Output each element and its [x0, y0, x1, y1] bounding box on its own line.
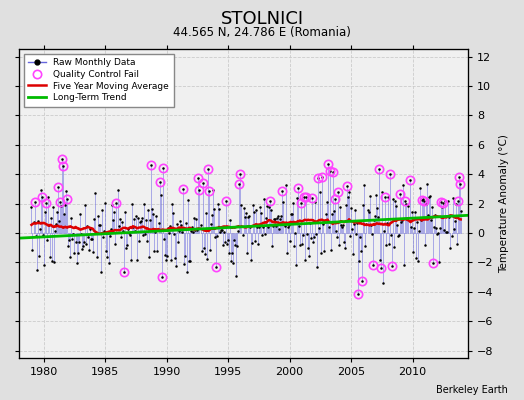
Text: STOLNICI: STOLNICI: [221, 10, 303, 28]
Text: Berkeley Earth: Berkeley Earth: [436, 385, 508, 395]
Text: 44.565 N, 24.786 E (Romania): 44.565 N, 24.786 E (Romania): [173, 26, 351, 39]
Legend: Raw Monthly Data, Quality Control Fail, Five Year Moving Average, Long-Term Tren: Raw Monthly Data, Quality Control Fail, …: [24, 54, 174, 107]
Y-axis label: Temperature Anomaly (°C): Temperature Anomaly (°C): [499, 134, 509, 273]
